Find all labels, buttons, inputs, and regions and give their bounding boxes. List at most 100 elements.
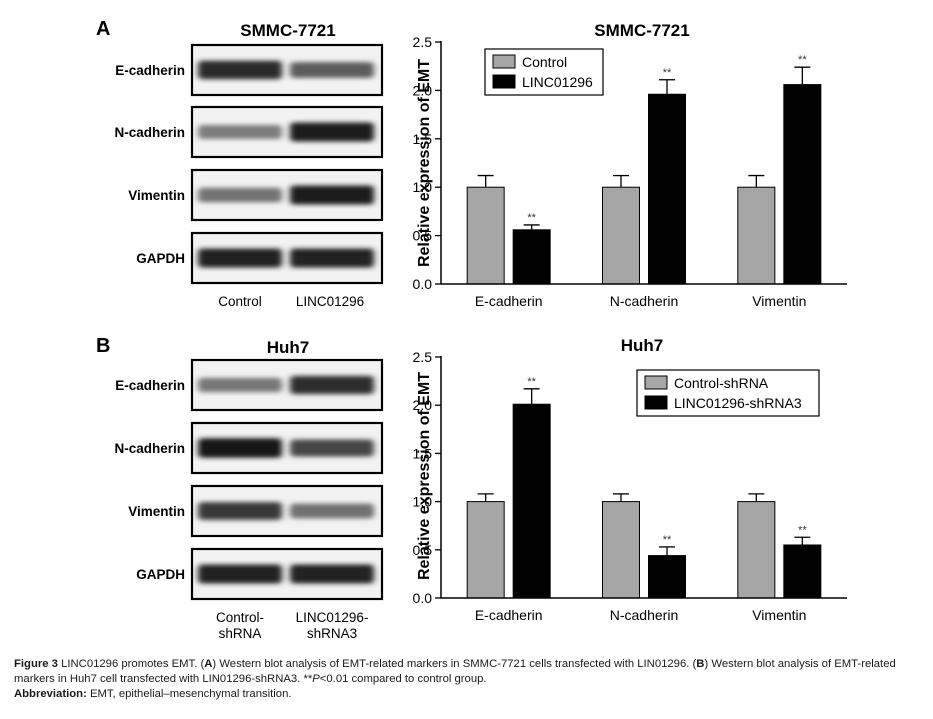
bar-chart-b: Huh7 Relative expression of EMT ** E-cadh…	[413, 336, 847, 623]
legend: Control LINC01296	[484, 48, 604, 96]
blot-band	[290, 248, 374, 268]
blot-row-vimentin: Vimentin	[128, 168, 384, 222]
chart-plot-b: ** E-cadherin ** N-cadherin ** Vimentin 0.0 0.5…	[413, 349, 847, 623]
significance-marker: **	[663, 534, 672, 546]
bar-chart-a: SMMC-7721 Relative expression of EMT ** E…	[413, 21, 847, 309]
bar-linc01296	[648, 93, 686, 285]
bar-linc01296	[783, 84, 822, 285]
blot-title-b: Huh7	[267, 338, 310, 357]
blot-row-label: Vimentin	[128, 504, 185, 519]
blot-band	[198, 377, 282, 393]
blot-row-label: N-cadherin	[114, 441, 185, 456]
y-tick-label: 0.0	[413, 276, 433, 292]
blot-title-a: SMMC-7721	[240, 21, 335, 40]
y-axis-label-b: Relative expression of EMT	[416, 372, 433, 580]
bar-control-shrna	[602, 501, 640, 599]
blot-row-e-cadherin: E-cadherin	[115, 358, 384, 412]
blot-row-n-cadherin: N-cadherin	[114, 105, 384, 159]
y-tick-label: 1.0	[413, 179, 433, 195]
y-tick-label: 2.0	[413, 82, 433, 98]
blot-row-vimentin: Vimentin	[128, 484, 384, 538]
panel-letter-b: B	[96, 335, 110, 357]
blot-row-label: E-cadherin	[115, 63, 185, 78]
blot-band	[290, 439, 374, 457]
x-tick-label: Vimentin	[752, 607, 806, 623]
significance-marker: **	[527, 212, 536, 224]
bar-control-shrna	[466, 501, 505, 599]
blot-band	[198, 438, 282, 458]
y-tick-label: 0.5	[413, 228, 433, 244]
blot-band	[290, 564, 374, 584]
legend-entry: Control	[522, 54, 567, 70]
bar-group-n-cadherin: ** N-cadherin	[602, 67, 686, 309]
legend-swatch	[492, 74, 516, 89]
lane-label-b-1: Control-shRNA	[216, 610, 264, 641]
x-tick-label: E-cadherin	[475, 293, 543, 309]
blot-row-label: N-cadherin	[114, 125, 185, 140]
blot-rows-b: E-cadherin N-cadherin Vimentin GAPDH	[114, 358, 384, 601]
blot-row-gapdh: GAPDH	[136, 547, 384, 601]
bar-linc01296-shrna3	[783, 544, 822, 599]
blot-row-label: GAPDH	[136, 251, 185, 266]
caption-abbreviation: Abbreviation: EMT, epithelial–mesenchyma…	[14, 688, 292, 700]
bar-group-vimentin: ** Vimentin	[737, 54, 822, 309]
western-blot-a: SMMC-7721 E-cadherin N-cadherin Vimentin GA…	[114, 21, 384, 309]
legend-entry: LINC01296	[522, 74, 593, 90]
bar-control	[466, 186, 505, 285]
significance-marker: **	[798, 54, 807, 66]
blot-rows-a: E-cadherin N-cadherin Vimentin GAPDH	[114, 43, 384, 285]
panel-a: A SMMC-7721 E-cadherin N-cadherin Vimentin…	[96, 18, 847, 309]
blot-band	[290, 62, 374, 78]
western-blot-b: Huh7 E-cadherin N-cadherin Vimentin GAPDH C…	[114, 338, 384, 641]
lane-label-a-2: LINC01296	[296, 294, 364, 309]
bar-control	[737, 186, 776, 285]
lane-labels-b: Control-shRNA LINC01296-shRNA3	[216, 610, 368, 641]
blot-row-n-cadherin: N-cadherin	[114, 421, 384, 475]
caption-main: Figure 3 LINC01296 promotes EMT. (A) Wes…	[14, 658, 896, 685]
y-tick-label: 0.5	[413, 542, 433, 558]
significance-marker: **	[663, 67, 672, 79]
blot-row-label: GAPDH	[136, 567, 185, 582]
significance-marker: **	[798, 524, 807, 536]
y-tick-label: 2.5	[413, 349, 433, 365]
blot-band	[290, 185, 374, 205]
blot-band	[198, 60, 282, 80]
blot-band	[198, 502, 282, 520]
blot-band	[198, 248, 282, 268]
bar-group-n-cadherin: ** N-cadherin	[602, 493, 686, 623]
lane-label-a-1: Control	[218, 294, 262, 309]
blot-band	[198, 564, 282, 584]
x-tick-label: N-cadherin	[610, 607, 678, 623]
y-tick-label: 1.5	[413, 131, 433, 147]
y-tick-label: 1.5	[413, 445, 433, 461]
blot-band	[290, 375, 374, 395]
bar-linc01296-shrna3	[512, 403, 551, 599]
x-tick-label: Vimentin	[752, 293, 806, 309]
bar-linc01296-shrna3	[648, 555, 686, 599]
panel-letter-a: A	[96, 18, 110, 40]
panel-b: B Huh7 E-cadherin N-cadherin Vimentin GAPDH…	[96, 335, 847, 641]
legend-swatch	[644, 375, 668, 390]
chart-plot-a: ** E-cadherin ** N-cadherin ** Vimentin 0.0 0.5…	[413, 34, 847, 309]
blot-band	[290, 122, 374, 142]
legend: Control-shRNA LINC01296-shRNA3	[636, 369, 820, 417]
blot-band	[198, 125, 282, 139]
bar-group-e-cadherin: ** E-cadherin	[466, 174, 551, 309]
y-tick-label: 2.0	[413, 397, 433, 413]
blot-band	[198, 187, 282, 203]
x-tick-label: N-cadherin	[610, 293, 678, 309]
bar-linc01296	[512, 229, 551, 285]
chart-title-a: SMMC-7721	[594, 21, 689, 40]
bar-group-e-cadherin: ** E-cadherin	[466, 376, 551, 623]
bar-control-shrna	[737, 501, 776, 599]
y-tick-label: 1.0	[413, 494, 433, 510]
legend-entry: LINC01296-shRNA3	[674, 395, 802, 411]
blot-row-label: Vimentin	[128, 188, 185, 203]
y-tick-label: 2.5	[413, 34, 433, 50]
blot-row-label: E-cadherin	[115, 378, 185, 393]
legend-swatch	[492, 54, 516, 69]
y-tick-label: 0.0	[413, 590, 433, 606]
significance-marker: **	[527, 376, 536, 388]
y-axis-label-a: Relative expression of EMT	[416, 59, 433, 267]
blot-row-e-cadherin: E-cadherin	[115, 43, 384, 97]
